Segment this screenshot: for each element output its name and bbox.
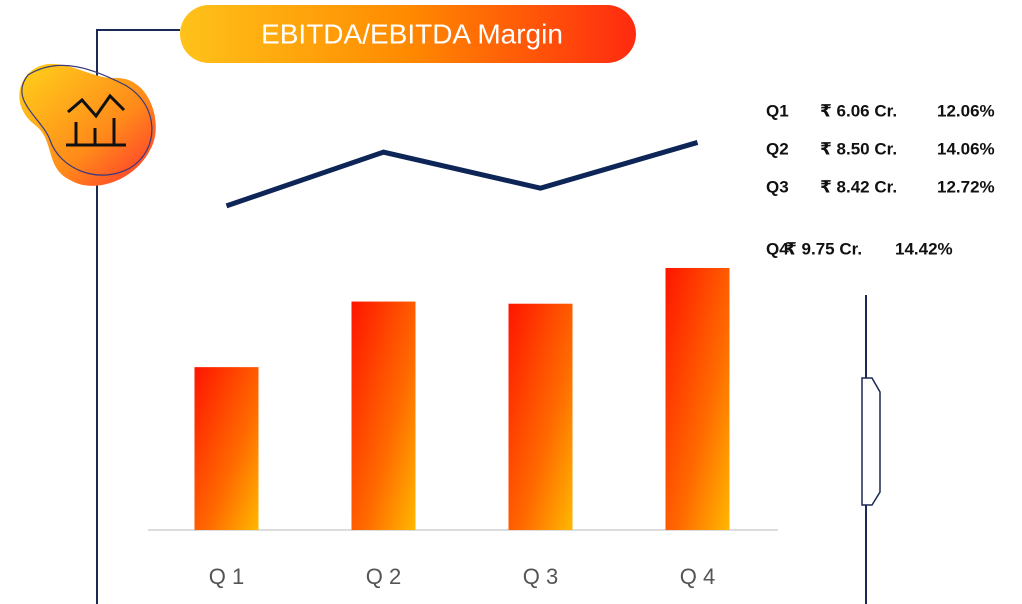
- label-category: Q2: [766, 139, 789, 158]
- icon: [19, 63, 156, 186]
- value-label: 12.06%: [937, 101, 995, 120]
- value-label: ₹ 6.06 Cr.: [820, 101, 897, 120]
- bar: [665, 267, 730, 530]
- value-label: 14.42%: [895, 239, 953, 258]
- slider-handle: [861, 377, 881, 506]
- chart-title: EBITDA/EBITDA Margin: [261, 18, 563, 49]
- value-label: ₹ 8.50 Cr.: [820, 139, 897, 158]
- value-label: ₹ 9.75 Cr.: [785, 239, 862, 258]
- line: [225, 140, 699, 209]
- bar: [508, 303, 573, 530]
- frame-line: [96, 29, 180, 604]
- value-label: ₹ 8.42 Cr.: [820, 177, 897, 196]
- x-tick-label: Q 4: [680, 564, 715, 589]
- label-category: Q1: [766, 101, 789, 120]
- x-tick-label: Q 2: [366, 564, 401, 589]
- x-tick-label: Q 1: [209, 564, 244, 589]
- value-label: 12.72%: [937, 177, 995, 196]
- label-category: Q3: [766, 177, 789, 196]
- bar: [351, 301, 416, 530]
- title-pill: [180, 5, 636, 63]
- value-label: 14.06%: [937, 139, 995, 158]
- x-tick-label: Q 3: [523, 564, 558, 589]
- label-category: Q4: [766, 239, 789, 258]
- bar: [194, 367, 259, 530]
